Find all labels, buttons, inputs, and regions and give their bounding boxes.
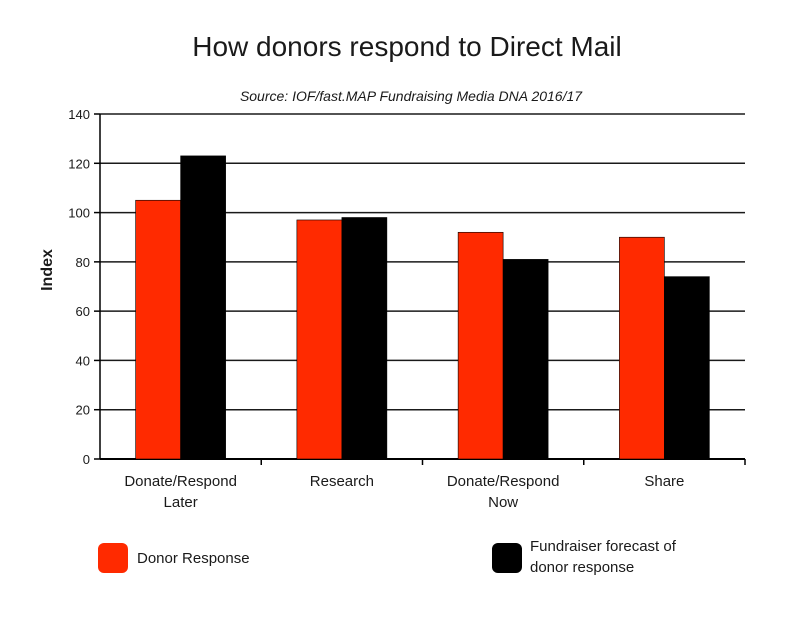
y-tick-label-100: 100	[68, 206, 90, 221]
bar-donor-response-1	[296, 219, 343, 460]
category-label-1-line-0: Research	[310, 473, 374, 490]
bar-fundraiser-forecast-3	[664, 276, 710, 460]
y-tick-labels: 0 20 40 60 80 100 120 140	[68, 107, 90, 467]
chart-title: How donors respond to Direct Mail	[192, 31, 622, 62]
legend: Donor Response Fundraiser forecast of dono…	[98, 538, 677, 576]
bar-fundraiser-forecast-2	[502, 259, 549, 460]
bar-donor-response-2	[457, 231, 504, 460]
y-tick-label-20: 20	[76, 403, 90, 418]
legend-label-fundraiser-forecast-line-1: donor response	[530, 559, 634, 576]
bar-fundraiser-forecast-1	[341, 217, 388, 460]
y-tick-label-120: 120	[68, 156, 90, 171]
category-label-0-line-1: Later	[164, 494, 198, 511]
legend-label-fundraiser-forecast-line-0: Fundraiser forecast of	[530, 538, 677, 555]
bar-fundraiser-forecast-0	[180, 155, 226, 460]
chart-subtitle: Source: IOF/fast.MAP Fundraising Media D…	[240, 88, 583, 104]
bars	[135, 155, 710, 460]
bar-donor-response-0	[135, 199, 181, 460]
bar-donor-response-3	[619, 236, 665, 460]
legend-swatch-donor-response	[98, 543, 128, 573]
category-label-3-line-0: Share	[644, 473, 684, 490]
category-label-2-line-1: Now	[488, 494, 518, 511]
category-label-0-line-0: Donate/Respond	[124, 473, 237, 490]
category-label-2-line-0: Donate/Respond	[447, 473, 560, 490]
x-tick-labels: Donate/Respond Later Research Donate/Respon…	[124, 473, 684, 511]
y-axis-label: Index	[39, 249, 56, 291]
y-tick-label-140: 140	[68, 107, 90, 122]
legend-label-donor-response-line-0: Donor Response	[137, 550, 250, 567]
y-tick-label-80: 80	[76, 255, 90, 270]
y-tick-label-0: 0	[83, 452, 90, 467]
legend-swatch-fundraiser-forecast	[492, 543, 522, 573]
y-tick-label-40: 40	[76, 353, 90, 368]
y-tick-label-60: 60	[76, 304, 90, 319]
